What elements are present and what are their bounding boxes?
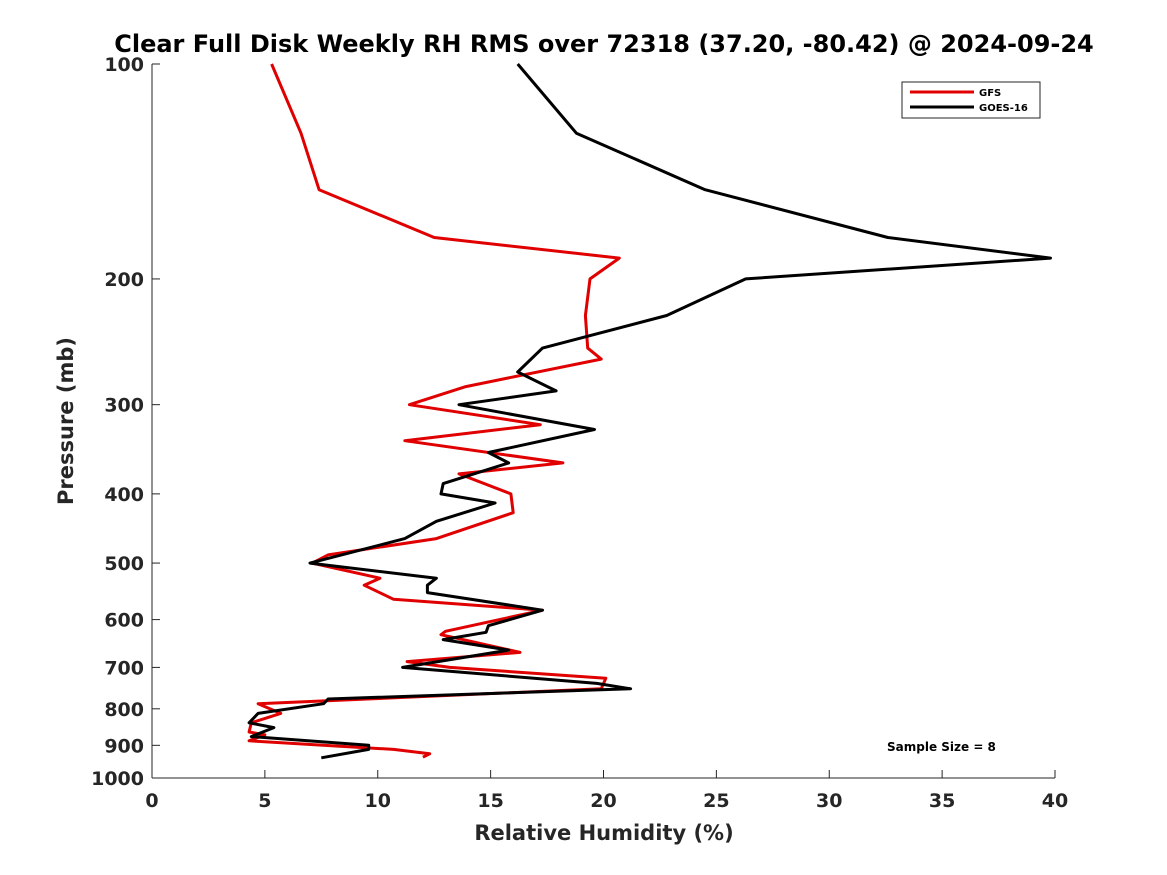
y-tick-label: 100 xyxy=(104,54,144,76)
y-tick-label: 1000 xyxy=(91,768,144,790)
x-tick-label: 35 xyxy=(929,790,955,812)
x-tick-label: 5 xyxy=(258,790,271,812)
legend-label-goes16: GOES-16 xyxy=(979,103,1028,114)
y-tick-label: 400 xyxy=(104,484,144,506)
y-tick-label: 700 xyxy=(104,657,144,679)
y-tick-label: 500 xyxy=(104,553,144,575)
x-tick-label: 30 xyxy=(816,790,842,812)
legend-box xyxy=(901,81,1041,119)
x-ticks: 0 5 10 15 20 25 30 35 40 xyxy=(145,770,1068,812)
y-tick-label: 300 xyxy=(104,395,144,417)
x-tick-label: 10 xyxy=(365,790,391,812)
y-axis-label: Pressure (mb) xyxy=(54,337,78,505)
axes xyxy=(151,64,1055,779)
legend-label-gfs: GFS xyxy=(979,88,1001,99)
sample-size-annotation: Sample Size = 8 xyxy=(887,740,996,754)
x-tick-label: 15 xyxy=(477,790,503,812)
x-tick-label: 40 xyxy=(1042,790,1068,812)
series-line-gfs xyxy=(247,63,621,759)
chart-title: Clear Full Disk Weekly RH RMS over 72318… xyxy=(114,30,1094,58)
y-tick-label: 200 xyxy=(104,269,144,291)
x-tick-label: 25 xyxy=(703,790,729,812)
series-line-goes16 xyxy=(247,63,1052,760)
x-tick-label: 0 xyxy=(145,790,158,812)
y-tick-label: 600 xyxy=(104,610,144,632)
y-tick-label: 900 xyxy=(104,735,144,757)
y-tick-label: 800 xyxy=(104,699,144,721)
y-ticks: 100 200 300 400 500 600 700 800 900 1000 xyxy=(91,54,160,790)
legend: GFS GOES-16 xyxy=(901,81,1041,119)
x-tick-label: 20 xyxy=(590,790,616,812)
x-axis-label: Relative Humidity (%) xyxy=(474,821,733,845)
series-layer xyxy=(247,63,1052,760)
